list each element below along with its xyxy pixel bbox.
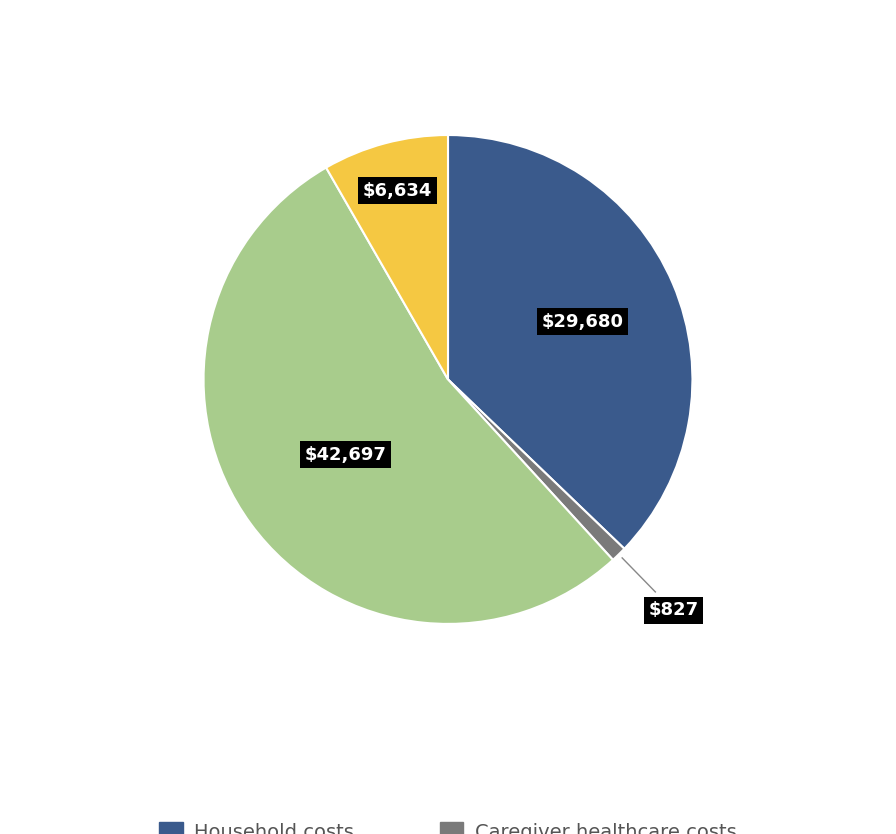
Wedge shape xyxy=(448,135,693,549)
Wedge shape xyxy=(448,379,625,560)
Text: $29,680: $29,680 xyxy=(542,313,624,331)
Text: $42,697: $42,697 xyxy=(305,445,386,464)
Legend: Household costs, Employment impacts, Caregiver healthcare costs, Lost leisure ti: Household costs, Employment impacts, Car… xyxy=(151,814,745,834)
Wedge shape xyxy=(203,168,613,624)
Text: $6,634: $6,634 xyxy=(363,182,432,199)
Text: $827: $827 xyxy=(649,601,699,620)
Wedge shape xyxy=(326,135,448,379)
